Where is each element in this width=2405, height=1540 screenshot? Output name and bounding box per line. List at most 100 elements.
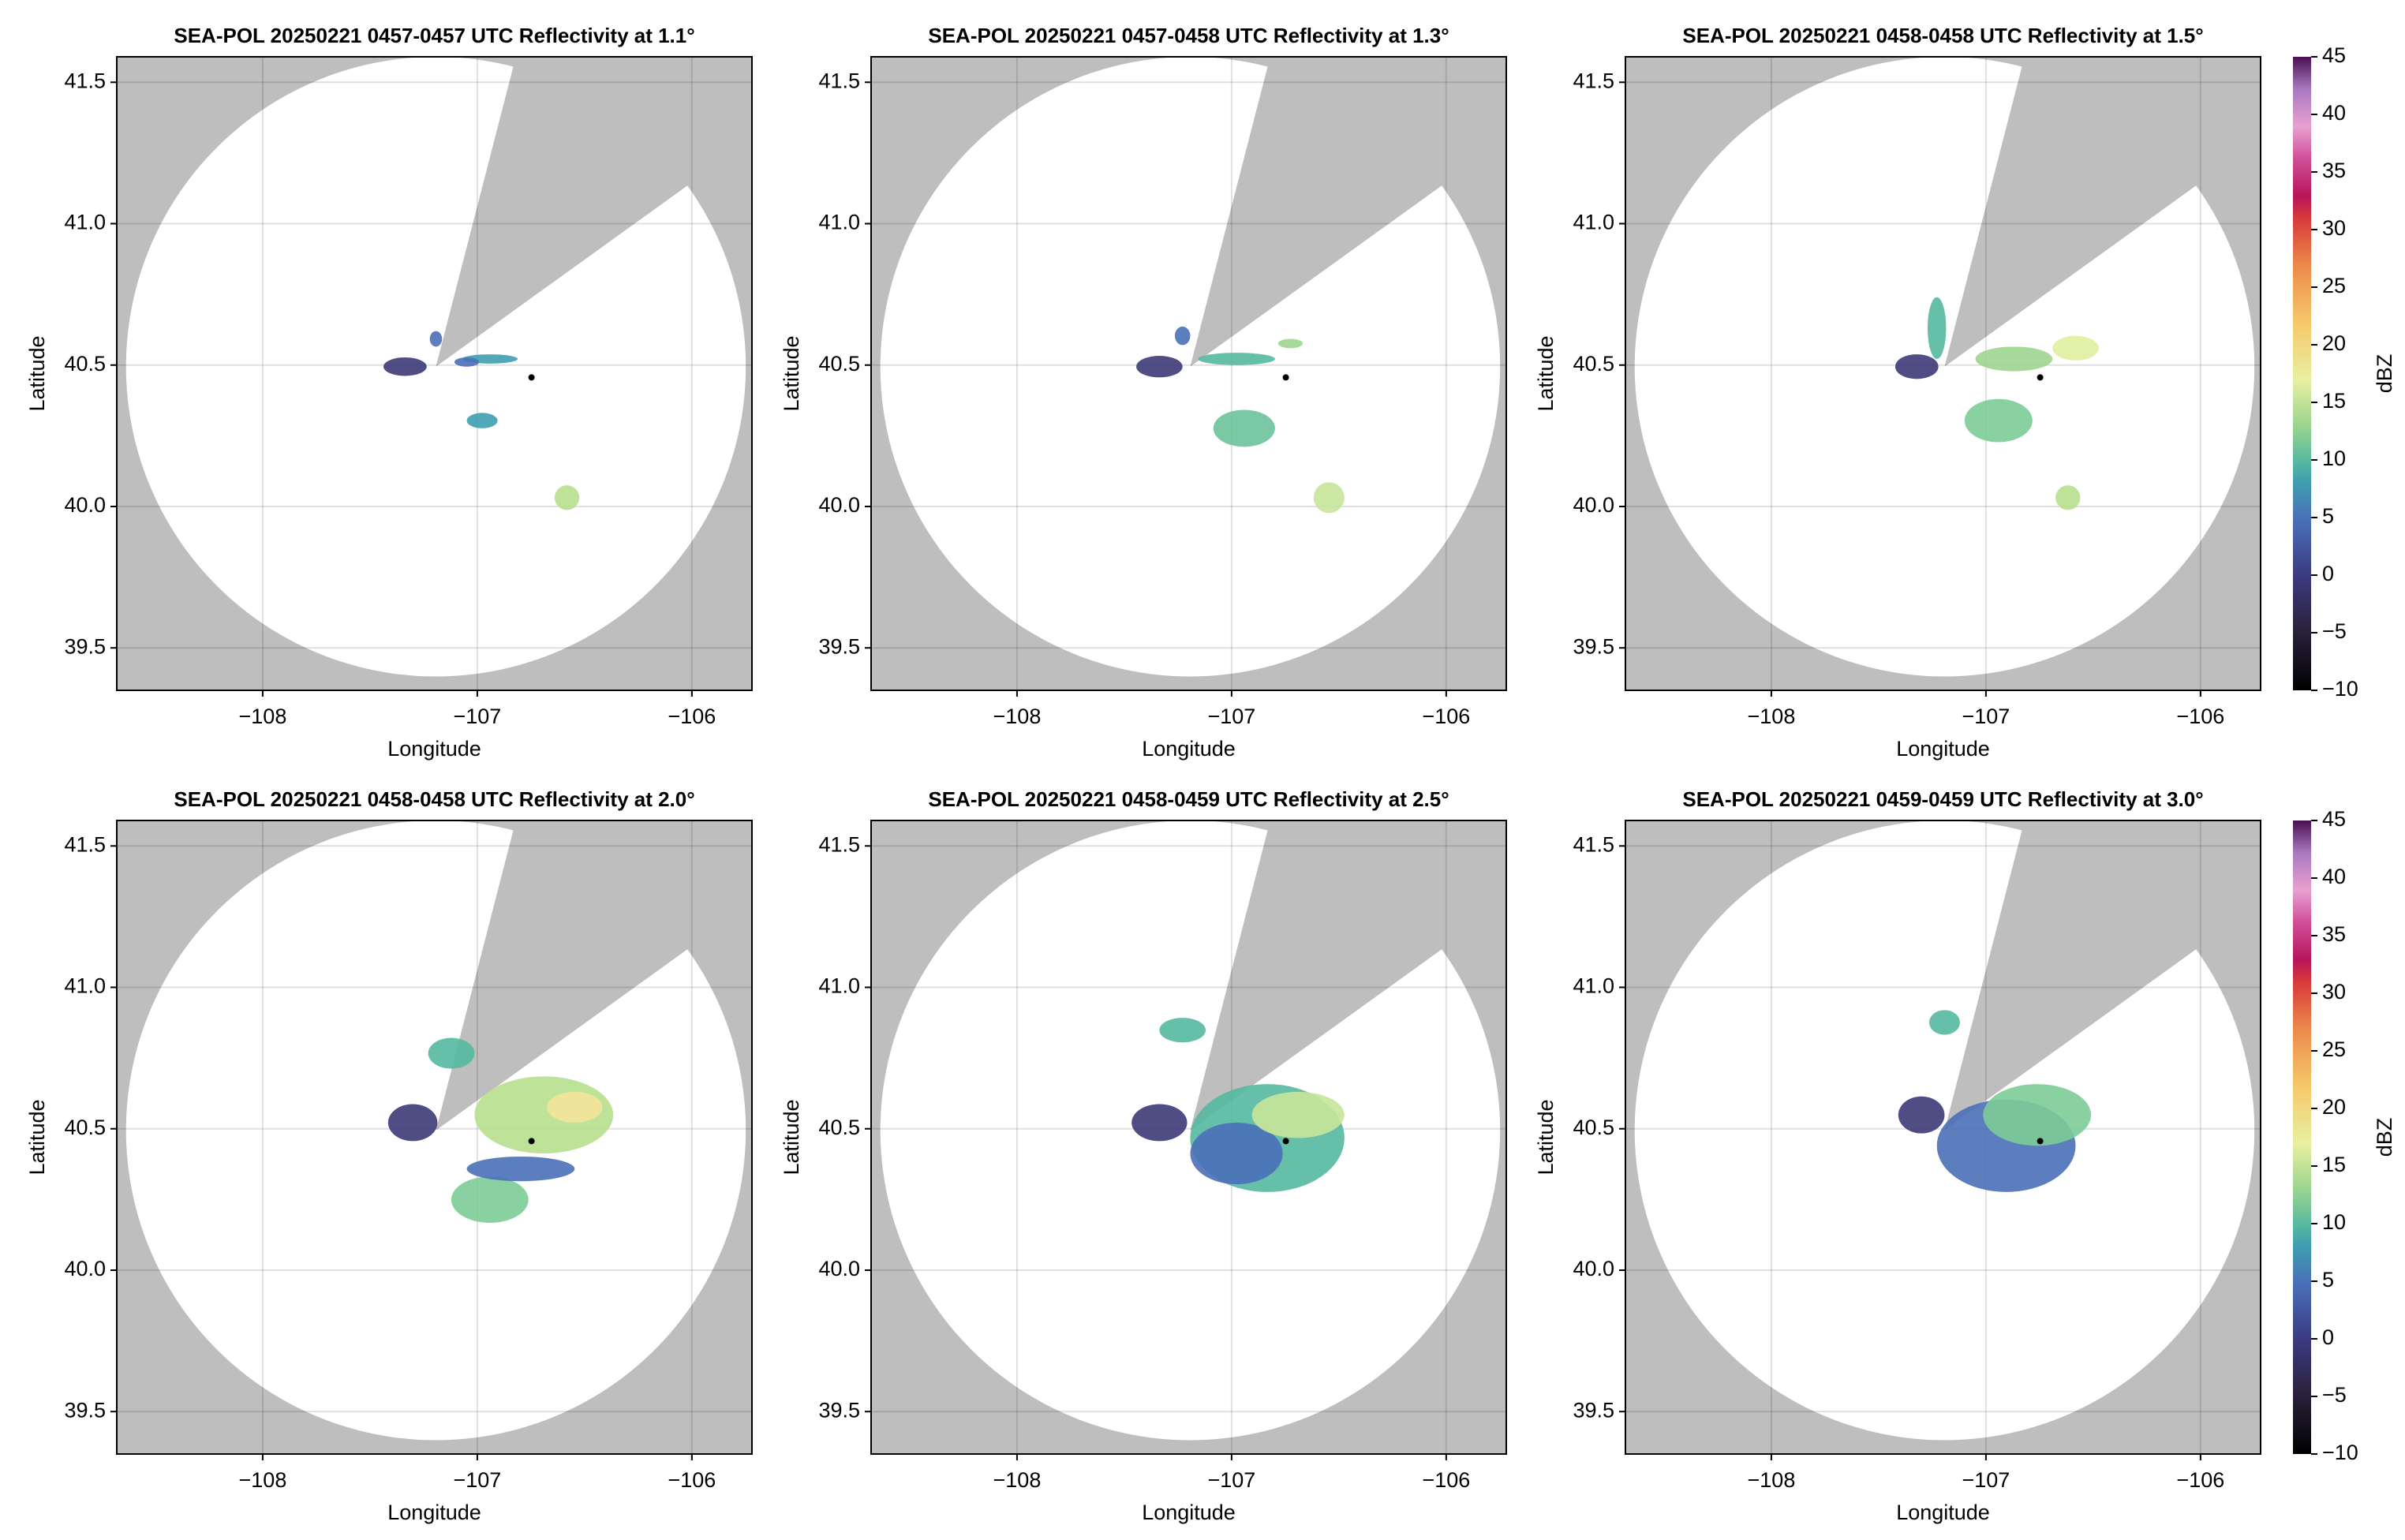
echo (2055, 485, 2081, 510)
x-axis-label: Longitude (387, 737, 481, 761)
x-tick-label: −107 (1962, 705, 2010, 728)
x-tick-label: −106 (1422, 1468, 1470, 1492)
echo (1313, 482, 1345, 514)
echo (1198, 353, 1275, 365)
colorbar-tick-label: 15 (2322, 1153, 2346, 1176)
colorbar-tick-label: 10 (2322, 447, 2346, 470)
x-tick-label: −106 (668, 1468, 716, 1492)
echo (1277, 338, 1303, 349)
plot-area (871, 820, 1506, 1454)
colorbar-tick-label: 35 (2322, 922, 2346, 946)
radar-coverage (1634, 57, 2255, 677)
site-marker (528, 374, 535, 381)
colorbar-label: dBZ (2373, 1118, 2396, 1157)
y-tick-label: 40.5 (818, 1116, 860, 1139)
chart-title: SEA-POL 20250221 0458-0459 UTC Reflectiv… (928, 787, 1449, 811)
colorbar-tick-label: 0 (2322, 562, 2334, 585)
colorbar-tick-label: 40 (2322, 865, 2346, 888)
y-tick-label: 39.5 (1573, 634, 1614, 658)
radar-coverage (125, 820, 746, 1441)
colorbar-tick-label: 45 (2322, 43, 2346, 67)
colorbar (2293, 820, 2311, 1454)
x-tick-label: −108 (993, 705, 1042, 728)
colorbar-tick-label: −5 (2322, 1383, 2347, 1407)
colorbar-tick-label: 15 (2322, 389, 2346, 413)
panel: −108 −107 −106 39.5 40.0 40.5 41.0 41.5 SEA-POL … (25, 787, 753, 1524)
axes-frame (1625, 56, 2261, 691)
chart-title: SEA-POL 20250221 0458-0458 UTC Reflectiv… (174, 787, 694, 811)
echo (1964, 398, 2033, 443)
plot-area (117, 820, 752, 1454)
y-axis-label: Latitude (25, 335, 49, 411)
echo (554, 485, 580, 510)
x-tick-label: −108 (993, 1468, 1042, 1492)
y-tick-label: 40.0 (1573, 493, 1614, 517)
chart-title: SEA-POL 20250221 0459-0459 UTC Reflectiv… (1682, 787, 2203, 811)
x-axis-label: Longitude (387, 1501, 481, 1524)
y-tick-label: 40.5 (1573, 1116, 1614, 1139)
y-tick-label: 39.5 (818, 1398, 860, 1422)
y-axis-label: Latitude (1534, 335, 1558, 411)
y-tick-label: 41.0 (1573, 211, 1614, 234)
echo (466, 413, 498, 428)
plot-area (1625, 820, 2261, 1454)
colorbar-tick-label: 20 (2322, 331, 2346, 355)
echo (1927, 297, 1947, 359)
x-axis-label: Longitude (1142, 737, 1236, 761)
site-marker (1282, 1138, 1289, 1145)
y-tick-label: 41.5 (818, 832, 860, 856)
x-tick-label: −107 (1207, 1468, 1255, 1492)
site-marker (1282, 374, 1289, 381)
y-tick-label: 39.5 (1573, 1398, 1614, 1422)
y-tick-label: 40.5 (64, 352, 106, 376)
chart-title: SEA-POL 20250221 0457-0457 UTC Reflectiv… (174, 24, 694, 47)
y-axis-label: Latitude (780, 1099, 803, 1175)
colorbar-tick-label: 25 (2322, 1037, 2346, 1061)
x-tick-label: −106 (2176, 1468, 2224, 1492)
y-axis-label: Latitude (25, 1099, 49, 1175)
panel: −108 −107 −106 39.5 40.0 40.5 41.0 41.5 SEA-POL … (780, 24, 1507, 761)
y-tick-label: 41.5 (64, 832, 106, 856)
echo (383, 357, 427, 376)
panel: −108 −107 −106 39.5 40.0 40.5 41.0 41.5 SEA-POL … (25, 24, 753, 761)
echo (1975, 346, 2053, 372)
y-tick-label: 41.5 (818, 69, 860, 92)
y-tick-label: 41.0 (818, 211, 860, 234)
chart-title: SEA-POL 20250221 0458-0458 UTC Reflectiv… (1682, 24, 2203, 47)
colorbar-tick-label: 30 (2322, 216, 2346, 240)
echo (2052, 335, 2099, 361)
echo (1131, 1104, 1188, 1142)
y-tick-label: 41.0 (64, 974, 106, 998)
y-tick-label: 40.0 (818, 1257, 860, 1280)
echo (1136, 356, 1183, 378)
x-tick-label: −107 (453, 705, 501, 728)
y-tick-label: 40.0 (64, 1257, 106, 1280)
y-tick-label: 41.5 (1573, 69, 1614, 92)
echo (454, 357, 480, 367)
y-tick-label: 40.0 (1573, 1257, 1614, 1280)
echo (1251, 1091, 1345, 1138)
colorbar-tick-label: 35 (2322, 159, 2346, 182)
chart-title: SEA-POL 20250221 0457-0458 UTC Reflectiv… (928, 24, 1449, 47)
x-axis-label: Longitude (1142, 1501, 1236, 1524)
plot-area (117, 57, 752, 690)
y-tick-label: 40.5 (818, 352, 860, 376)
plot-area (1625, 57, 2261, 690)
x-tick-label: −108 (239, 705, 287, 728)
colorbar-tick-label: 5 (2322, 504, 2334, 528)
panel: −108 −107 −106 39.5 40.0 40.5 41.0 41.5 SEA-POL … (1534, 24, 2396, 761)
y-tick-label: 39.5 (818, 634, 860, 658)
axes-frame (870, 820, 1507, 1455)
axes-frame (1625, 820, 2261, 1455)
echo (1190, 1122, 1283, 1185)
y-tick-label: 41.0 (1573, 974, 1614, 998)
x-tick-label: −107 (1962, 1468, 2010, 1492)
x-tick-label: −107 (453, 1468, 501, 1492)
panel: −108 −107 −106 39.5 40.0 40.5 41.0 41.5 SEA-POL … (780, 787, 1507, 1524)
y-tick-label: 39.5 (64, 634, 106, 658)
x-tick-label: −106 (1422, 705, 1470, 728)
x-tick-label: −108 (1748, 705, 1796, 728)
y-tick-label: 40.0 (818, 493, 860, 517)
panel: −108 −107 −106 39.5 40.0 40.5 41.0 41.5 SEA-POL … (1534, 787, 2396, 1524)
